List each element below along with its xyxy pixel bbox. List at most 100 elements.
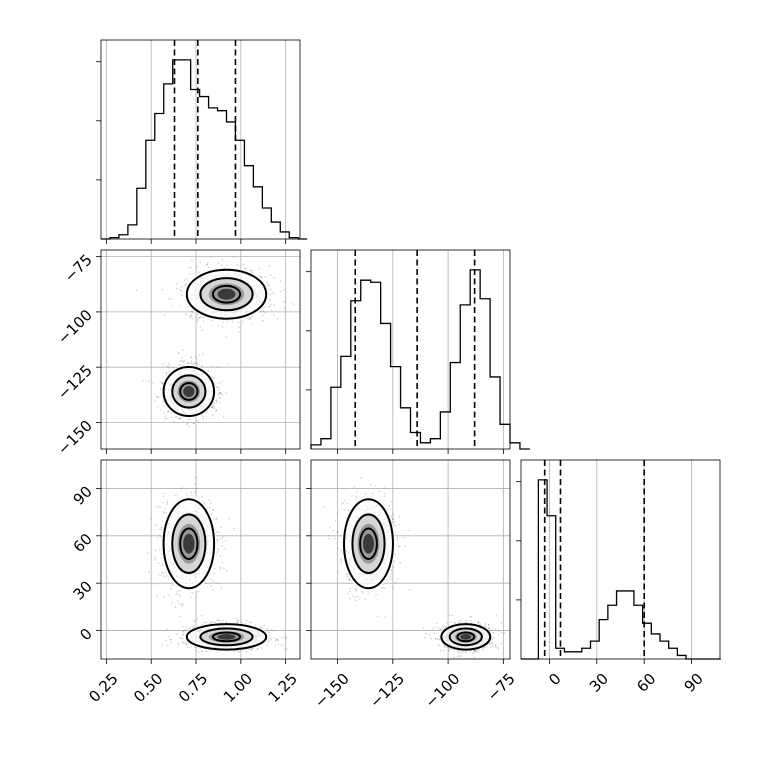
sample-point [215, 399, 218, 402]
sample-point [279, 280, 282, 282]
sample-point [202, 316, 204, 319]
sample-point [184, 629, 186, 631]
sample-point [170, 298, 172, 301]
contour-level-2 [199, 277, 254, 312]
sample-point [292, 303, 295, 305]
sample-point [178, 590, 181, 592]
sample-point [181, 357, 183, 359]
sample-point [207, 266, 210, 268]
sample-point [181, 360, 183, 362]
sample-point [284, 636, 287, 639]
sample-point [187, 362, 189, 365]
sample-point [161, 564, 164, 566]
sample-point [199, 326, 202, 328]
sample-point [247, 317, 250, 320]
sample-point [225, 570, 228, 572]
sample-point [196, 318, 199, 320]
sample-point [178, 602, 180, 605]
sample-point [190, 646, 192, 648]
sample-point [192, 422, 195, 425]
sample-point [222, 321, 224, 324]
sample-point [142, 380, 144, 382]
sample-point [268, 631, 271, 634]
density-core [183, 386, 195, 397]
sample-point [257, 648, 259, 650]
sample-point [261, 647, 263, 649]
sample-point [201, 650, 203, 652]
sample-point [201, 365, 203, 367]
sample-point [217, 325, 220, 327]
sample-point [269, 298, 272, 301]
panel-frame [100, 39, 301, 240]
sample-point [162, 510, 165, 513]
sample-point [190, 314, 193, 316]
sample-point [177, 352, 179, 355]
sample-point [210, 578, 212, 581]
sample-point [178, 305, 181, 307]
sample-point [164, 508, 167, 510]
sample-point [289, 301, 292, 304]
sample-point [273, 276, 275, 279]
sample-point [190, 356, 192, 359]
sample-point [176, 591, 178, 593]
sample-point [243, 267, 246, 270]
sample-point [198, 317, 201, 319]
sample-point [218, 401, 221, 404]
sample-point [181, 294, 183, 297]
sample-point [217, 531, 220, 533]
sample-point [270, 303, 272, 306]
sample-point [191, 310, 193, 313]
contour-level-3 [162, 366, 216, 417]
sample-point [195, 361, 198, 363]
sample-point [168, 298, 170, 300]
sample-point [206, 262, 209, 264]
sample-point [250, 648, 253, 651]
sample-point [193, 646, 195, 649]
sample-point [181, 485, 184, 488]
sample-point [175, 415, 178, 418]
sample-point [196, 363, 199, 365]
sample-point [187, 361, 189, 364]
sample-point [169, 638, 171, 641]
sample-point [217, 547, 219, 550]
sample-point [195, 362, 198, 365]
sample-point [166, 365, 169, 368]
sample-point [259, 275, 262, 277]
sample-point [176, 494, 179, 496]
sample-point [188, 267, 190, 269]
sample-point [244, 623, 246, 625]
sample-point [260, 276, 263, 278]
sample-point [272, 636, 275, 639]
sample-point [189, 315, 191, 317]
sample-point [154, 583, 156, 585]
sample-point [179, 615, 181, 618]
sample-point [198, 271, 200, 274]
sample-point [179, 360, 182, 362]
sample-point [195, 266, 198, 268]
sample-point [213, 376, 216, 379]
sample-point [267, 283, 270, 286]
sample-point [160, 381, 162, 383]
sample-point [281, 644, 283, 646]
y-tick-label: −100 [54, 306, 96, 348]
sample-point [215, 518, 218, 521]
sample-point [180, 487, 182, 490]
sample-point [221, 394, 224, 397]
sample-point [179, 637, 182, 639]
sample-point [225, 540, 227, 542]
sample-point [259, 310, 262, 313]
y-tick-label: −75 [61, 251, 96, 286]
sample-point [162, 573, 164, 575]
sample-point [182, 349, 184, 352]
sample-point [213, 580, 215, 583]
sample-point [216, 366, 219, 369]
sample-point [260, 626, 262, 628]
histogram-panel-p1 [306, 249, 530, 454]
sample-point [254, 625, 257, 627]
sample-point [264, 276, 267, 278]
sample-point [215, 619, 218, 622]
sample-point [178, 351, 180, 354]
sample-point [199, 316, 202, 319]
sample-point [194, 355, 197, 358]
sample-point [202, 415, 204, 418]
